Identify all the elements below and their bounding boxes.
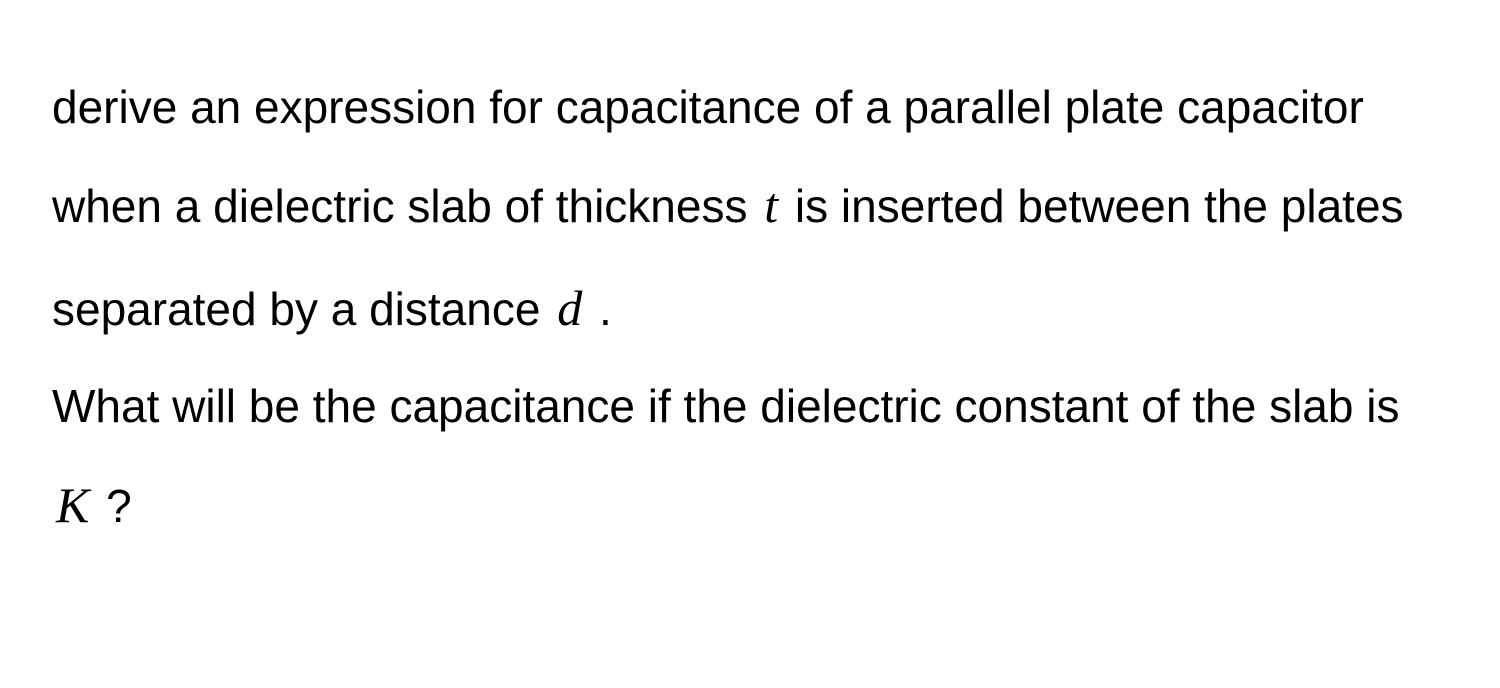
variable-k: K — [52, 477, 93, 533]
text-segment-3: . — [586, 283, 612, 335]
text-segment-5: ? — [93, 480, 131, 532]
text-segment-4: What will be the capacitance if the diel… — [52, 380, 1399, 432]
variable-d: d — [553, 280, 586, 336]
variable-t: t — [760, 177, 782, 233]
question-text: derive an expression for capacitance of … — [52, 60, 1448, 556]
